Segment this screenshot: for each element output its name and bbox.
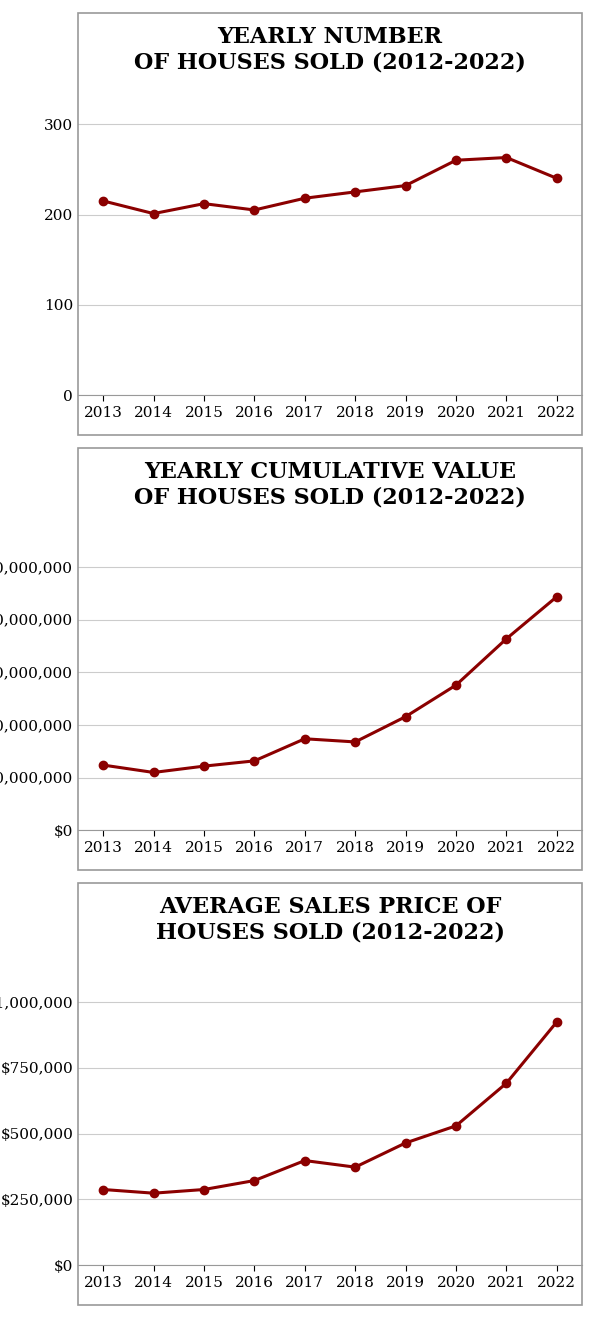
Text: YEARLY NUMBER
OF HOUSES SOLD (2012-2022): YEARLY NUMBER OF HOUSES SOLD (2012-2022) — [134, 26, 526, 74]
Text: YEARLY CUMULATIVE VALUE
OF HOUSES SOLD (2012-2022): YEARLY CUMULATIVE VALUE OF HOUSES SOLD (… — [134, 461, 526, 509]
Text: AVERAGE SALES PRICE OF
HOUSES SOLD (2012-2022): AVERAGE SALES PRICE OF HOUSES SOLD (2012… — [155, 896, 505, 944]
